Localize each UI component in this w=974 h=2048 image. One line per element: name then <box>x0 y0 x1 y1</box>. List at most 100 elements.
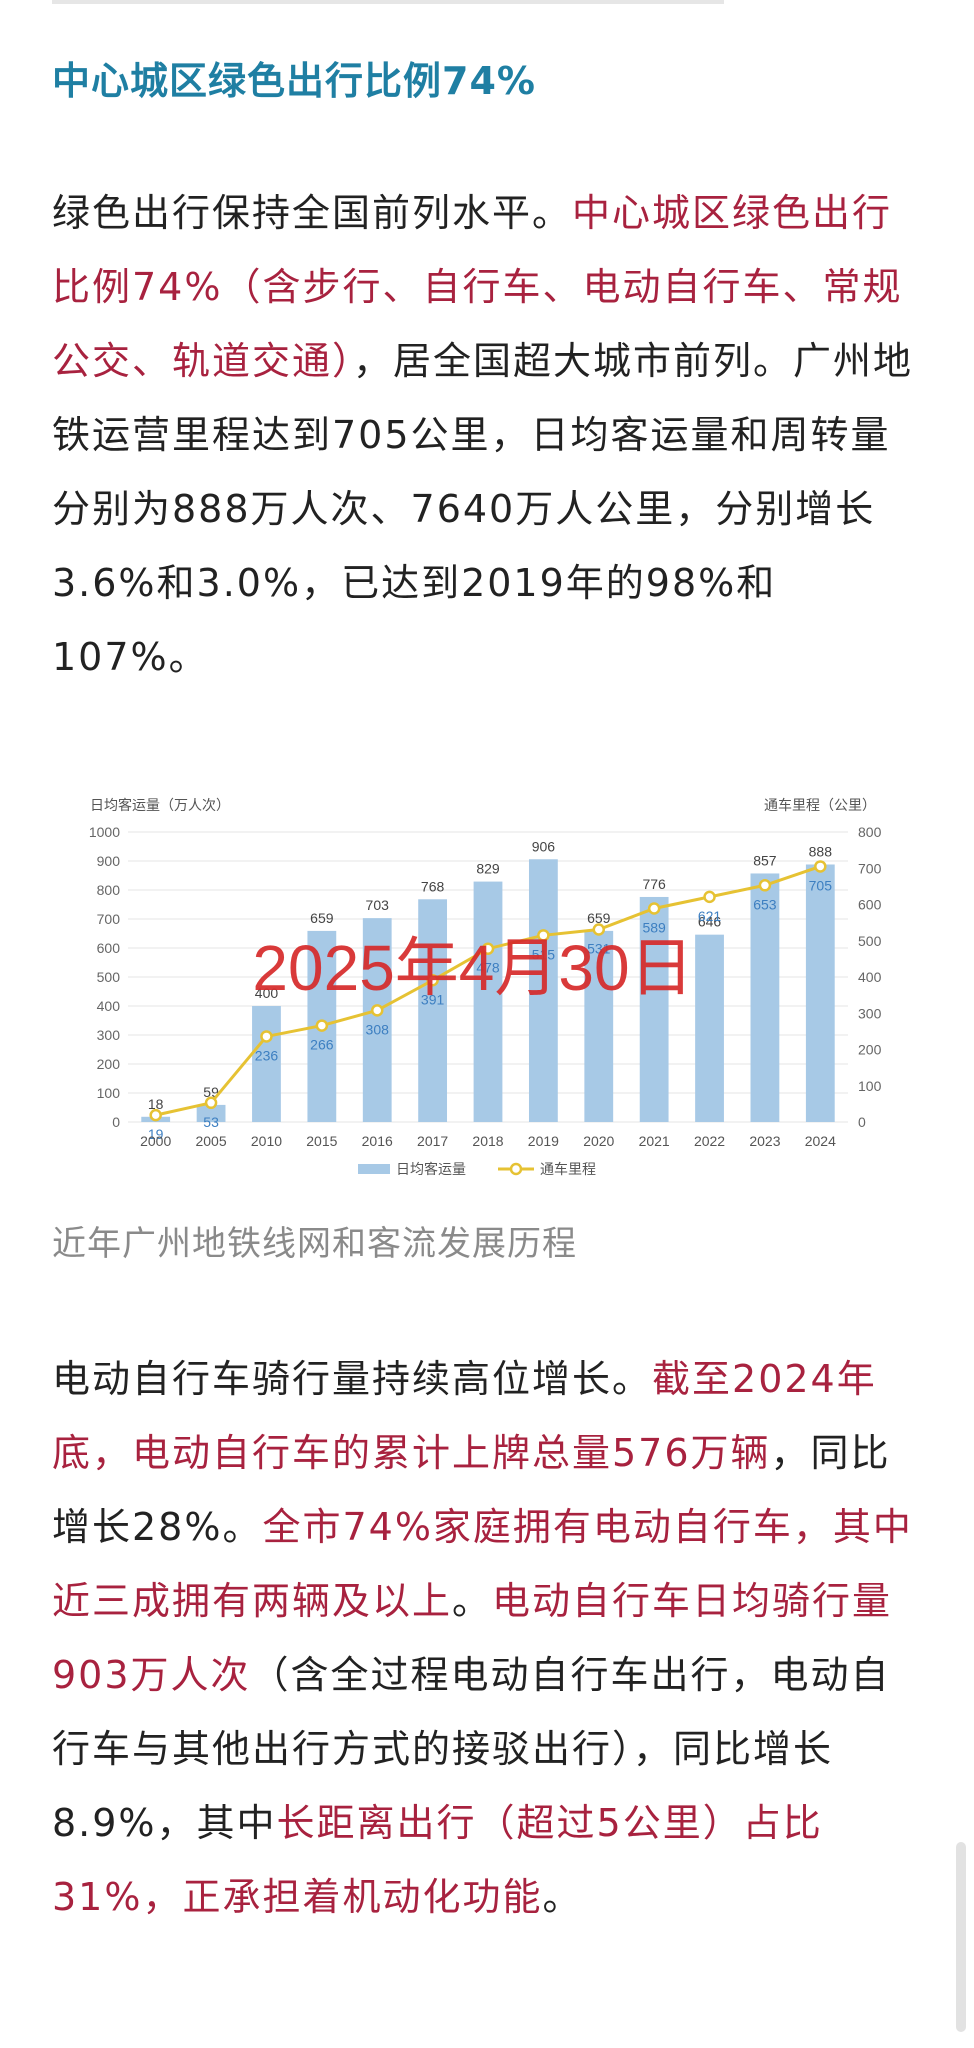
left-tick-label: 1000 <box>89 824 120 840</box>
left-tick-label: 800 <box>97 882 121 898</box>
x-tick-label: 2010 <box>251 1133 282 1149</box>
mileage-value-label: 531 <box>587 941 611 957</box>
bar <box>473 881 503 1122</box>
metro-chart: 日均客运量（万人次） 通车里程（公里） 0 100 200 300 400 500 600 700… <box>78 790 888 1180</box>
bar <box>639 896 669 1122</box>
x-tick-label: 2018 <box>472 1133 503 1149</box>
mileage-value-label: 19 <box>148 1126 164 1142</box>
mileage-point <box>758 879 772 892</box>
body-text: （含全过程电动自行车出行，电动自行车与其他出行方式的接驳出行），同比增长8.9%… <box>52 1653 891 1845</box>
emphasis-text: 截至2024年底，电动自行车的累计上牌总量576万辆 <box>52 1357 877 1475</box>
x-tick-label: 2000 <box>140 1133 171 1149</box>
right-tick-label: 300 <box>858 1005 882 1021</box>
chart-caption: 近年广州地铁线网和客流发展历程 <box>52 1224 577 1264</box>
right-tick-label: 700 <box>858 860 882 876</box>
x-tick-label: 2005 <box>195 1133 226 1149</box>
bar-value-label: 776 <box>642 876 666 892</box>
x-tick-label: 2024 <box>805 1133 836 1149</box>
mileage-point <box>592 923 606 936</box>
legend-line-marker <box>509 1162 523 1176</box>
bar-value-label: 857 <box>753 852 777 868</box>
right-tick-label: 100 <box>858 1078 882 1094</box>
bar <box>805 864 835 1122</box>
left-tick-label: 0 <box>112 1114 120 1130</box>
bar-value-label: 18 <box>148 1096 164 1112</box>
right-tick-label: 400 <box>858 969 882 985</box>
mileage-value-label: 478 <box>476 960 500 976</box>
left-tick-label: 400 <box>97 998 121 1014</box>
bar-value-label: 829 <box>476 861 500 877</box>
body-text: ，居全国超大城市前列。广州地铁运营里程达到705公里，日均客运量和周转量分别为8… <box>52 339 914 679</box>
emphasis-text: 中心城区绿色出行比例74%（含步行、自行车、电动自行车、常规公交、轨道交通） <box>52 191 903 383</box>
left-tick-label: 600 <box>97 940 121 956</box>
mileage-point <box>370 1004 384 1017</box>
legend-bar-label: 日均客运量 <box>396 1161 466 1177</box>
bar <box>528 859 558 1122</box>
x-tick-label: 2016 <box>362 1133 393 1149</box>
bar <box>362 918 392 1122</box>
emphasis-text: 长距离出行（超过5公里）占比31%，正承担着机动化功能 <box>52 1801 823 1919</box>
mileage-value-label: 236 <box>255 1047 279 1063</box>
bar-value-label: 646 <box>698 914 722 930</box>
body-text: 。 <box>542 1875 583 1919</box>
right-tick-label: 500 <box>858 933 882 949</box>
scrollbar[interactable] <box>956 1842 966 2032</box>
mileage-value-label: 266 <box>310 1037 334 1053</box>
bar-value-label: 659 <box>310 910 334 926</box>
mileage-point <box>703 890 716 904</box>
bar <box>750 873 780 1122</box>
mileage-point <box>204 1096 218 1110</box>
mileage-point <box>481 942 495 955</box>
x-tick-label: 2017 <box>417 1133 448 1149</box>
body-text: ，同比增长28%。 <box>52 1431 891 1549</box>
bar <box>695 934 724 1122</box>
emphasis-text: 电动自行车日均骑行量903万人次 <box>52 1579 893 1697</box>
bar-value-label: 703 <box>366 897 390 913</box>
mileage-value-label: 589 <box>642 919 666 935</box>
right-axis-title: 通车里程（公里） <box>764 797 876 813</box>
left-tick-label: 700 <box>97 911 121 927</box>
left-tick-label: 900 <box>97 853 121 869</box>
mileage-value-label: 705 <box>809 877 833 893</box>
bar-value-label: 888 <box>809 843 833 859</box>
mileage-point <box>260 1030 273 1043</box>
left-tick-label: 300 <box>97 1027 121 1043</box>
x-tick-label: 2015 <box>306 1133 337 1149</box>
mileage-point <box>814 860 827 873</box>
bar <box>418 899 448 1122</box>
bar-value-label: 768 <box>421 878 445 894</box>
right-tick-label: 600 <box>858 897 882 913</box>
mileage-point <box>149 1108 162 1122</box>
bar-value-label: 400 <box>255 985 279 1001</box>
mileage-value-label: 308 <box>366 1021 390 1037</box>
bar <box>584 930 614 1122</box>
left-axis-title: 日均客运量（万人次） <box>90 797 230 813</box>
right-tick-label: 800 <box>858 824 882 840</box>
section-heading: 中心城区绿色出行比例74% <box>52 59 536 103</box>
x-tick-label: 2023 <box>749 1133 780 1149</box>
left-tick-label: 100 <box>97 1085 121 1101</box>
mileage-value-label: 653 <box>753 896 777 912</box>
right-tick-label: 0 <box>858 1114 866 1130</box>
mileage-point <box>426 974 439 987</box>
mileage-point <box>315 1019 329 1032</box>
body-text: 。 <box>452 1579 493 1623</box>
emphasis-text: 全市74%家庭拥有电动自行车，其中近三成拥有两辆及以上 <box>52 1505 913 1623</box>
mileage-value-label: 621 <box>698 908 722 924</box>
mileage-point <box>647 902 661 915</box>
paragraph-ebike: 电动自行车骑行量持续高位增长。截至2024年底，电动自行车的累计上牌总量576万… <box>52 1342 926 1934</box>
body-text: 绿色出行保持全国前列水平。 <box>52 191 573 235</box>
x-tick-label: 2021 <box>639 1133 670 1149</box>
watermark-date: 2025年4月30日 <box>252 932 693 1004</box>
x-tick-label: 2022 <box>694 1133 725 1149</box>
bar-value-label: 906 <box>532 838 556 854</box>
left-tick-label: 200 <box>97 1056 121 1072</box>
mileage-value-label: 515 <box>532 946 556 962</box>
bar-value-label: 659 <box>587 910 611 926</box>
left-tick-label: 500 <box>97 969 121 985</box>
bar <box>252 1006 281 1122</box>
x-tick-label: 2019 <box>528 1133 559 1149</box>
legend-line-label: 通车里程 <box>540 1161 596 1177</box>
legend-bar-swatch <box>358 1164 390 1174</box>
x-tick-label: 2020 <box>583 1133 614 1149</box>
